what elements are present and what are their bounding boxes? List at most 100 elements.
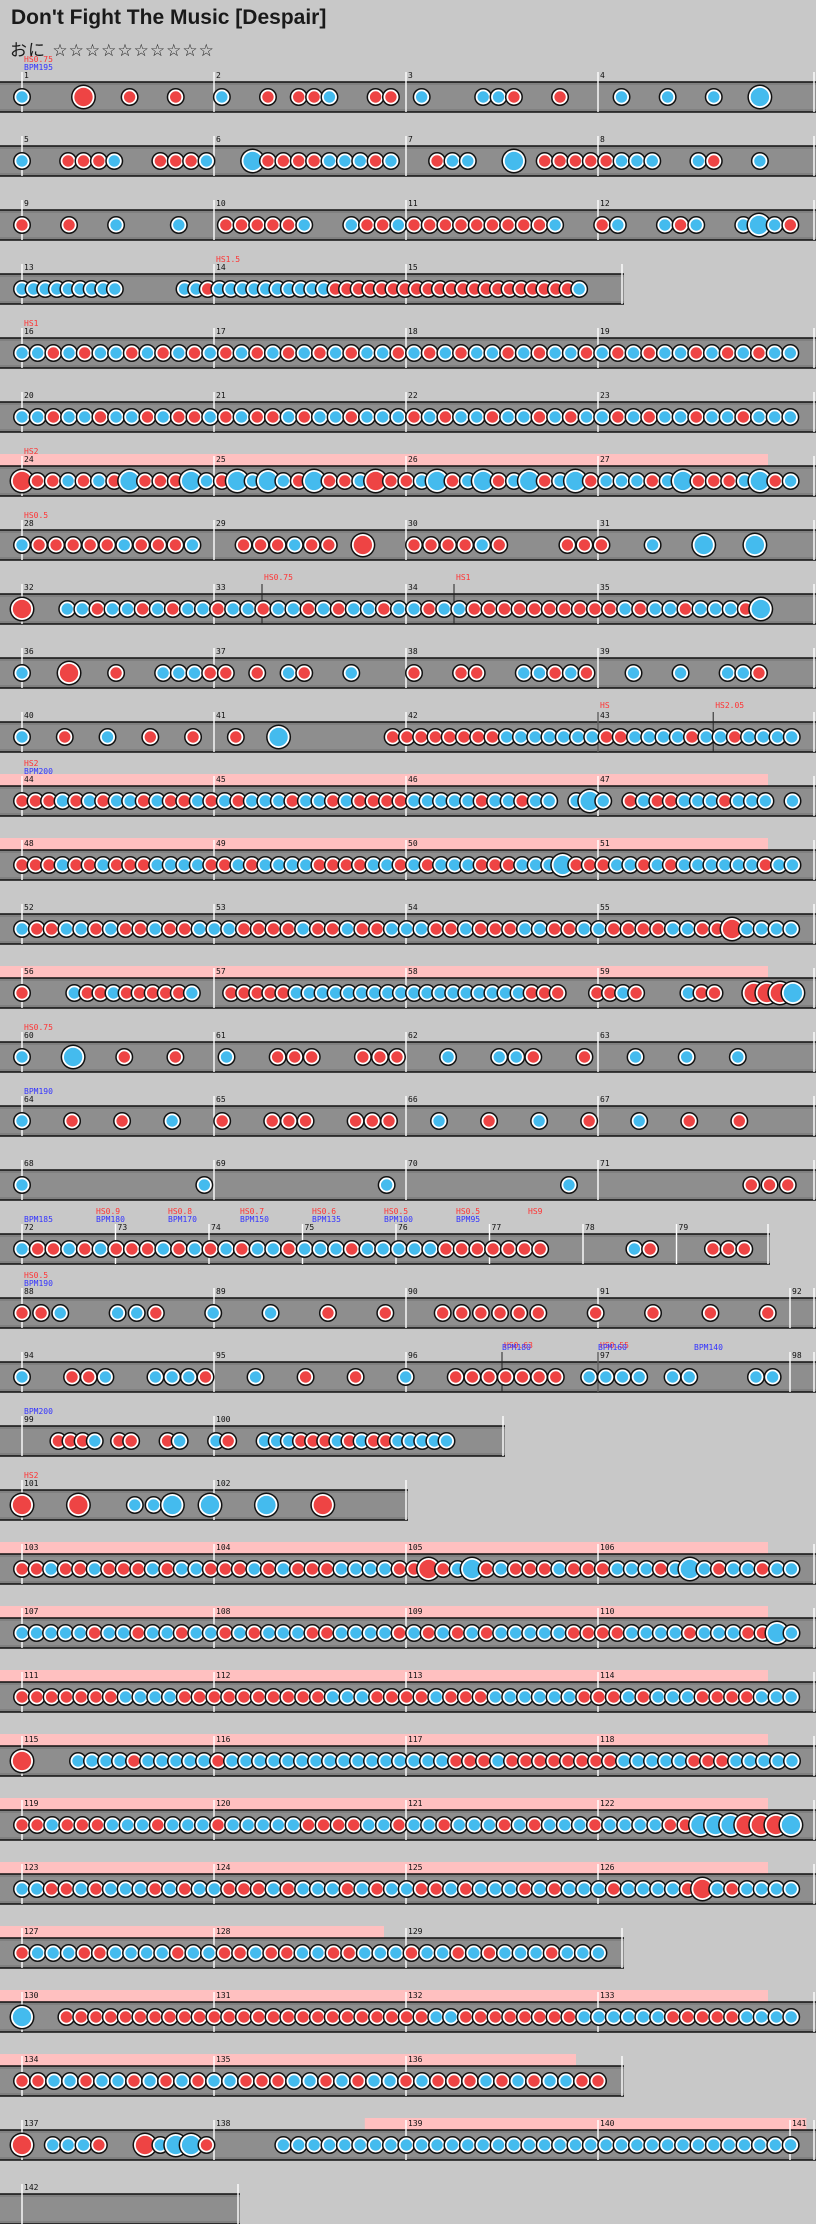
- measure-number: 51: [600, 839, 610, 848]
- don-note: [589, 1307, 602, 1319]
- ka-note: [59, 1627, 72, 1639]
- don-note: [93, 2139, 105, 2151]
- ka-note: [210, 1435, 222, 1447]
- ka-note: [408, 987, 420, 999]
- don-note: [306, 539, 318, 551]
- ka-note: [208, 1883, 221, 1895]
- ka-note: [430, 2011, 442, 2023]
- ka-note: [378, 1819, 390, 1831]
- ka-note: [166, 1115, 178, 1127]
- don-note: [60, 1691, 73, 1703]
- don-note: [52, 1435, 65, 1447]
- ka-note: [149, 1371, 162, 1383]
- don-note: [113, 1435, 125, 1447]
- ka-note: [651, 859, 664, 871]
- measure-number: 136: [408, 2055, 423, 2064]
- ka-note: [385, 155, 397, 167]
- don-note: [504, 2011, 516, 2023]
- ka-note: [267, 347, 279, 359]
- gogo-band: [364, 2118, 807, 2130]
- ka-note: [786, 795, 799, 807]
- ka-note: [499, 1947, 511, 1959]
- don-note: [110, 859, 123, 871]
- ka-note: [149, 1691, 161, 1703]
- ka-note: [659, 219, 671, 231]
- big-ka-note: [228, 471, 247, 491]
- ka-note: [107, 987, 120, 999]
- don-note: [230, 731, 242, 743]
- ka-note: [492, 1755, 504, 1767]
- ka-note: [354, 475, 366, 487]
- don-note: [77, 155, 90, 167]
- measure-number: 122: [600, 1799, 615, 1808]
- measure-number: 60: [24, 1031, 34, 1040]
- ka-note: [156, 1947, 168, 1959]
- don-note: [729, 731, 741, 743]
- ka-note: [167, 1819, 179, 1831]
- don-note: [339, 475, 351, 487]
- don-note: [293, 155, 305, 167]
- ka-note: [110, 411, 122, 423]
- don-note: [582, 1563, 594, 1575]
- measure-number: 78: [585, 1223, 595, 1232]
- ka-note: [408, 1819, 420, 1831]
- don-note: [33, 539, 45, 551]
- don-note: [496, 2075, 508, 2087]
- ka-note: [350, 1627, 362, 1639]
- don-note: [235, 219, 248, 231]
- measure-number: 9: [24, 199, 29, 208]
- ka-note: [504, 1883, 516, 1895]
- measure-number: 68: [24, 1159, 34, 1168]
- don-note: [583, 1115, 595, 1127]
- don-note: [204, 1243, 217, 1255]
- ka-note: [363, 603, 375, 615]
- don-note: [533, 219, 546, 231]
- measure-number: 40: [24, 711, 34, 720]
- ka-note: [161, 1627, 173, 1639]
- don-note: [379, 1307, 392, 1319]
- ka-note: [16, 155, 28, 167]
- big-don-note: [366, 471, 385, 491]
- ka-note: [770, 1883, 783, 1895]
- ka-note: [156, 1755, 168, 1767]
- don-note: [43, 795, 55, 807]
- ka-note: [183, 1371, 195, 1383]
- don-note: [487, 1243, 499, 1255]
- don-note: [76, 1819, 89, 1831]
- ka-note: [473, 987, 486, 999]
- don-note: [199, 1371, 212, 1383]
- ka-note: [741, 2011, 753, 2023]
- ka-note: [157, 411, 169, 423]
- don-note: [202, 283, 214, 295]
- measure-number: 12: [600, 199, 610, 208]
- ka-note: [203, 1947, 215, 1959]
- ka-note: [737, 667, 749, 679]
- don-note: [298, 411, 310, 423]
- ka-note: [394, 1755, 406, 1767]
- don-note: [664, 1819, 677, 1831]
- don-note: [455, 347, 467, 359]
- ka-note: [543, 1819, 556, 1831]
- don-note: [149, 1883, 161, 1895]
- ka-note: [462, 155, 474, 167]
- ka-note: [97, 859, 109, 871]
- ka-note: [39, 283, 51, 295]
- don-note: [349, 1115, 362, 1127]
- don-note: [154, 155, 167, 167]
- ka-note: [442, 1051, 454, 1063]
- don-note: [679, 603, 692, 615]
- measure-number: 69: [216, 1159, 226, 1168]
- ka-note: [399, 1371, 412, 1383]
- don-note: [352, 2075, 364, 2087]
- don-note: [665, 795, 677, 807]
- measure-number: 90: [408, 1287, 418, 1296]
- measure-number: 47: [600, 775, 610, 784]
- ka-note: [379, 1563, 391, 1575]
- don-note: [562, 1755, 574, 1767]
- don-note: [212, 1819, 224, 1831]
- ka-note: [339, 2139, 351, 2151]
- ka-note: [63, 1243, 75, 1255]
- don-note: [466, 1371, 479, 1383]
- gogo-band: [0, 1798, 768, 1810]
- don-note: [708, 475, 720, 487]
